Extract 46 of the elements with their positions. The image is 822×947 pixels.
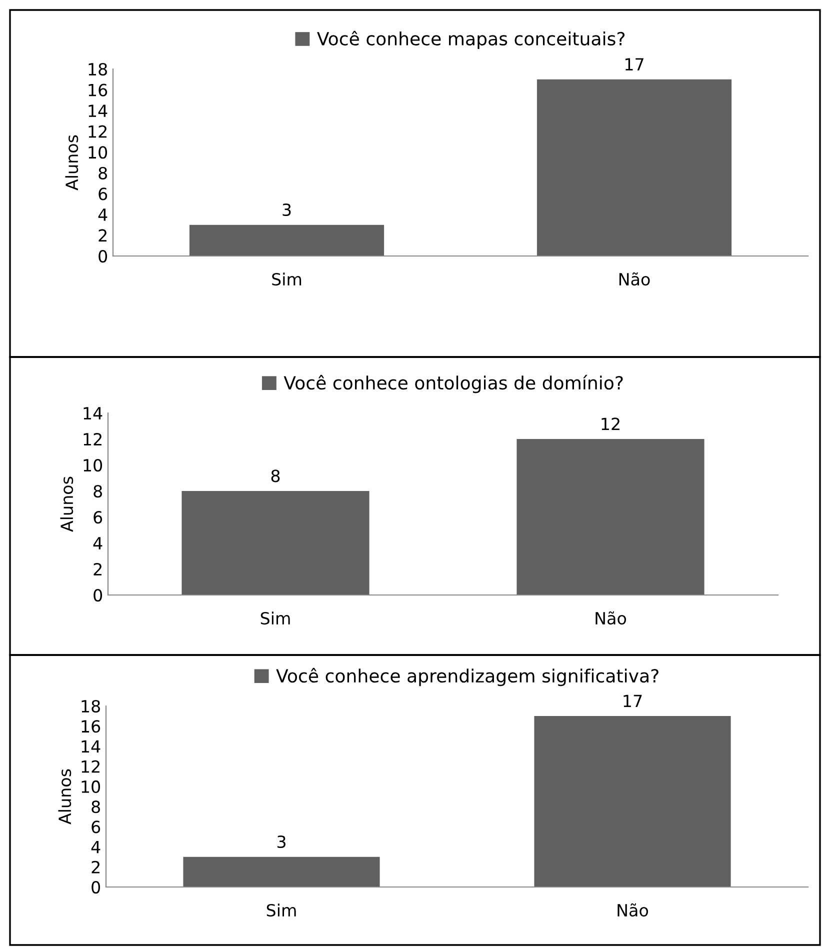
y-tick-label: 6: [98, 188, 108, 200]
x-tick-label: Sim: [272, 272, 302, 286]
y-tick-label: 4: [98, 208, 108, 221]
y-tick-label: 12: [82, 760, 100, 773]
y-tick-label: 18: [82, 700, 100, 713]
y-tick-label: 8: [92, 800, 100, 814]
data-label: 8: [271, 470, 280, 482]
y-tick-label: 12: [84, 432, 102, 446]
legend-label: Você conhece ontologias de domínio?: [284, 374, 623, 394]
data-label: 17: [624, 694, 642, 708]
y-tick-label: 10: [88, 146, 108, 159]
y-tick-label: 12: [88, 125, 106, 138]
data-label: 12: [602, 418, 620, 430]
y-tick-label: 2: [98, 229, 106, 242]
y-tick-label: 10: [82, 780, 100, 794]
legend-label: Você conhece aprendizagem significativa?: [276, 668, 658, 686]
data-label: 17: [625, 58, 644, 70]
y-tick-label: 14: [88, 104, 108, 117]
y-tick-label: 8: [94, 484, 102, 498]
y-tick-label: 10: [84, 458, 102, 472]
y-axis-title: Alunos: [58, 769, 72, 824]
y-tick-label: 14: [82, 740, 100, 753]
y-axis-title: Alunos: [65, 135, 78, 190]
y-tick-label: 16: [82, 720, 100, 733]
y-tick-label: 2: [92, 860, 100, 874]
x-tick-label: Não: [619, 272, 650, 286]
data-label: 3: [282, 203, 291, 216]
y-tick-label: 0: [98, 250, 108, 263]
y-tick-label: 4: [93, 537, 102, 550]
y-tick-label: 0: [94, 588, 102, 602]
y-tick-label: 8: [98, 166, 107, 180]
y-tick-label: 6: [94, 510, 102, 524]
y-tick-label: 16: [88, 84, 108, 96]
y-axis-title: Alunos: [60, 476, 74, 532]
x-tick-label: Não: [596, 611, 626, 625]
y-tick-label: 0: [92, 880, 100, 894]
y-tick-label: 6: [92, 820, 100, 834]
x-tick-label: Sim: [260, 612, 290, 625]
y-tick-label: 2: [94, 562, 102, 576]
y-tick-label: 4: [91, 840, 100, 854]
y-tick-label: 14: [84, 407, 102, 420]
y-tick-label: 18: [88, 62, 107, 76]
x-tick-label: Não: [618, 903, 648, 917]
x-tick-label: Sim: [266, 904, 296, 917]
data-label: 3: [277, 835, 286, 848]
legend-label: Você conhece mapas conceituais?: [317, 30, 625, 50]
